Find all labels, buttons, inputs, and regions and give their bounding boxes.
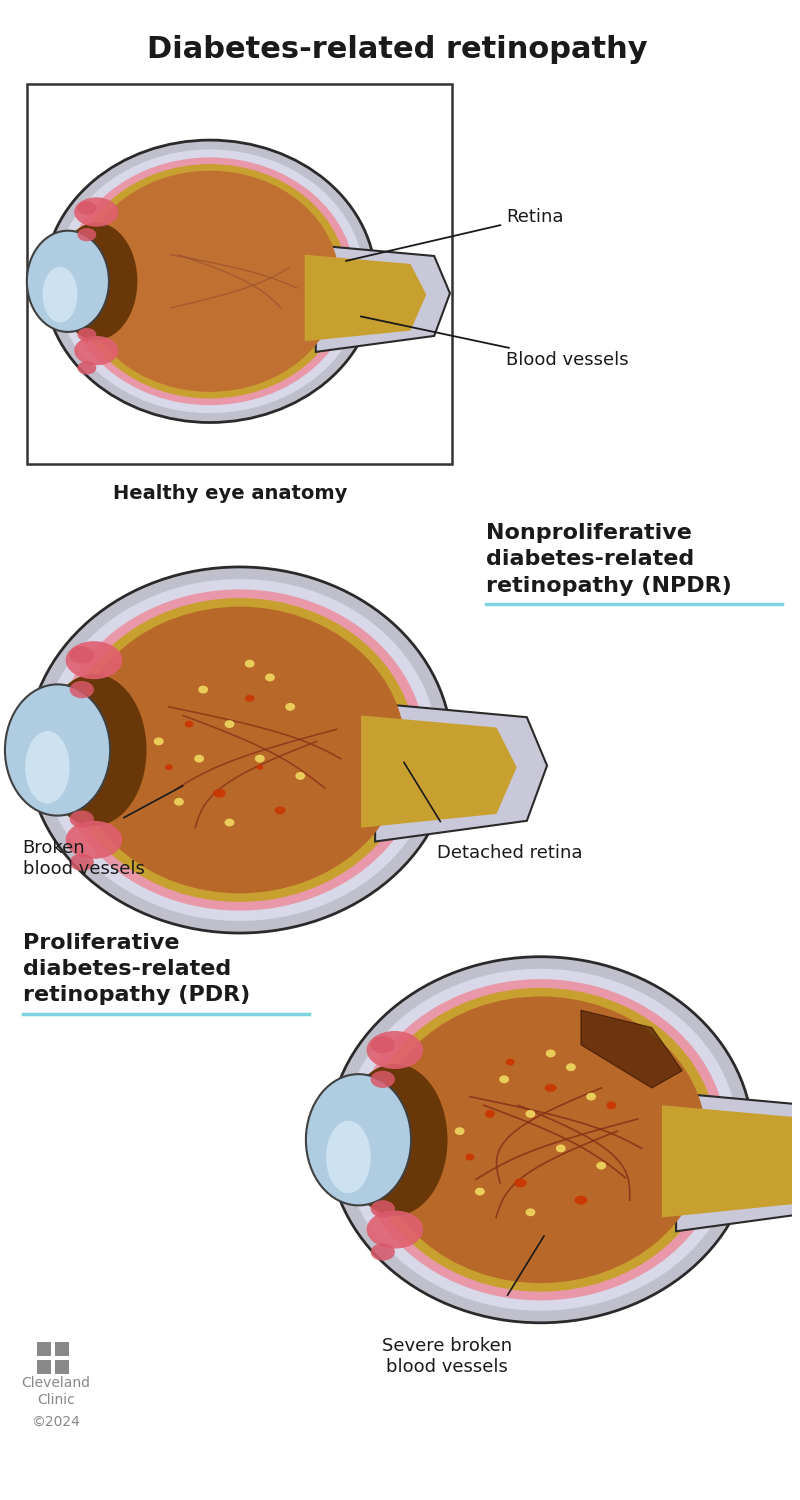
Polygon shape xyxy=(662,1106,800,1218)
Ellipse shape xyxy=(546,1050,556,1058)
Ellipse shape xyxy=(73,164,347,399)
Polygon shape xyxy=(676,1094,800,1232)
Polygon shape xyxy=(361,716,517,828)
Ellipse shape xyxy=(198,686,208,693)
Ellipse shape xyxy=(70,646,94,663)
Ellipse shape xyxy=(596,1161,606,1170)
Ellipse shape xyxy=(64,598,415,902)
Bar xyxy=(27,84,452,464)
Ellipse shape xyxy=(27,567,452,933)
Ellipse shape xyxy=(54,590,426,910)
Ellipse shape xyxy=(245,660,254,668)
Text: ©2024: ©2024 xyxy=(32,1414,81,1430)
Ellipse shape xyxy=(286,704,295,711)
Ellipse shape xyxy=(545,1084,557,1092)
Ellipse shape xyxy=(374,996,706,1282)
Ellipse shape xyxy=(475,1188,485,1196)
Ellipse shape xyxy=(194,754,204,762)
Ellipse shape xyxy=(74,606,406,894)
Ellipse shape xyxy=(255,754,265,762)
Ellipse shape xyxy=(42,674,146,826)
Ellipse shape xyxy=(65,158,355,405)
Text: Retina: Retina xyxy=(346,209,563,261)
Ellipse shape xyxy=(78,362,96,375)
Ellipse shape xyxy=(454,1126,465,1136)
Ellipse shape xyxy=(165,765,173,770)
Ellipse shape xyxy=(328,957,753,1323)
Ellipse shape xyxy=(326,1120,370,1194)
Ellipse shape xyxy=(174,798,184,806)
Ellipse shape xyxy=(485,1110,495,1118)
Text: Cleveland
Clinic: Cleveland Clinic xyxy=(22,1376,90,1407)
Ellipse shape xyxy=(42,267,78,322)
Ellipse shape xyxy=(514,1179,526,1188)
Ellipse shape xyxy=(506,1059,514,1065)
Ellipse shape xyxy=(185,720,194,728)
Ellipse shape xyxy=(78,328,96,340)
Ellipse shape xyxy=(256,765,263,770)
Ellipse shape xyxy=(225,819,234,827)
Ellipse shape xyxy=(78,201,96,214)
Ellipse shape xyxy=(245,694,254,702)
Ellipse shape xyxy=(366,1030,423,1069)
Ellipse shape xyxy=(274,807,286,814)
Text: Diabetes-related retinopathy: Diabetes-related retinopathy xyxy=(147,34,648,63)
Text: Severe broken
blood vessels: Severe broken blood vessels xyxy=(382,1336,512,1376)
Ellipse shape xyxy=(295,772,306,780)
Text: Nonproliferative
diabetes-related
retinopathy (NPDR): Nonproliferative diabetes-related retino… xyxy=(486,524,732,596)
Text: Healthy eye anatomy: Healthy eye anatomy xyxy=(113,483,347,502)
Ellipse shape xyxy=(154,738,164,746)
Polygon shape xyxy=(375,704,547,842)
Ellipse shape xyxy=(466,1154,474,1161)
Bar xyxy=(55,1342,69,1356)
Text: Broken
blood vessels: Broken blood vessels xyxy=(22,839,144,878)
Ellipse shape xyxy=(370,1200,395,1218)
Ellipse shape xyxy=(70,681,94,698)
Polygon shape xyxy=(316,246,450,352)
Ellipse shape xyxy=(370,1036,395,1053)
Ellipse shape xyxy=(225,720,234,728)
Bar xyxy=(38,1342,51,1356)
Ellipse shape xyxy=(586,1092,596,1101)
Ellipse shape xyxy=(606,1101,616,1108)
Ellipse shape xyxy=(66,821,122,860)
Ellipse shape xyxy=(556,1144,566,1152)
Text: Detached retina: Detached retina xyxy=(437,843,582,861)
Bar xyxy=(55,1360,69,1374)
Ellipse shape xyxy=(27,231,109,332)
Ellipse shape xyxy=(66,640,122,680)
Ellipse shape xyxy=(55,222,138,340)
Bar xyxy=(38,1360,51,1374)
Ellipse shape xyxy=(5,684,110,816)
Ellipse shape xyxy=(55,150,365,412)
Ellipse shape xyxy=(370,1244,395,1260)
Ellipse shape xyxy=(370,1071,395,1088)
Ellipse shape xyxy=(42,579,438,921)
Ellipse shape xyxy=(70,853,94,871)
Ellipse shape xyxy=(354,980,726,1300)
Ellipse shape xyxy=(74,198,118,226)
Ellipse shape xyxy=(366,1210,423,1248)
Ellipse shape xyxy=(25,730,70,804)
Ellipse shape xyxy=(81,171,339,392)
Ellipse shape xyxy=(342,969,738,1311)
Ellipse shape xyxy=(526,1110,535,1118)
Ellipse shape xyxy=(342,1064,447,1215)
Ellipse shape xyxy=(306,1074,411,1206)
Ellipse shape xyxy=(499,1076,509,1083)
Ellipse shape xyxy=(70,810,94,828)
Ellipse shape xyxy=(526,1209,535,1216)
Ellipse shape xyxy=(365,988,717,1292)
Ellipse shape xyxy=(213,789,226,798)
Ellipse shape xyxy=(566,1064,576,1071)
Ellipse shape xyxy=(78,228,96,242)
Polygon shape xyxy=(581,1011,682,1088)
Polygon shape xyxy=(305,255,426,340)
Ellipse shape xyxy=(265,674,275,681)
Text: Blood vessels: Blood vessels xyxy=(361,316,629,369)
Text: Proliferative
diabetes-related
retinopathy (PDR): Proliferative diabetes-related retinopat… xyxy=(22,933,250,1005)
Ellipse shape xyxy=(74,336,118,364)
Ellipse shape xyxy=(574,1196,587,1204)
Ellipse shape xyxy=(44,140,376,423)
